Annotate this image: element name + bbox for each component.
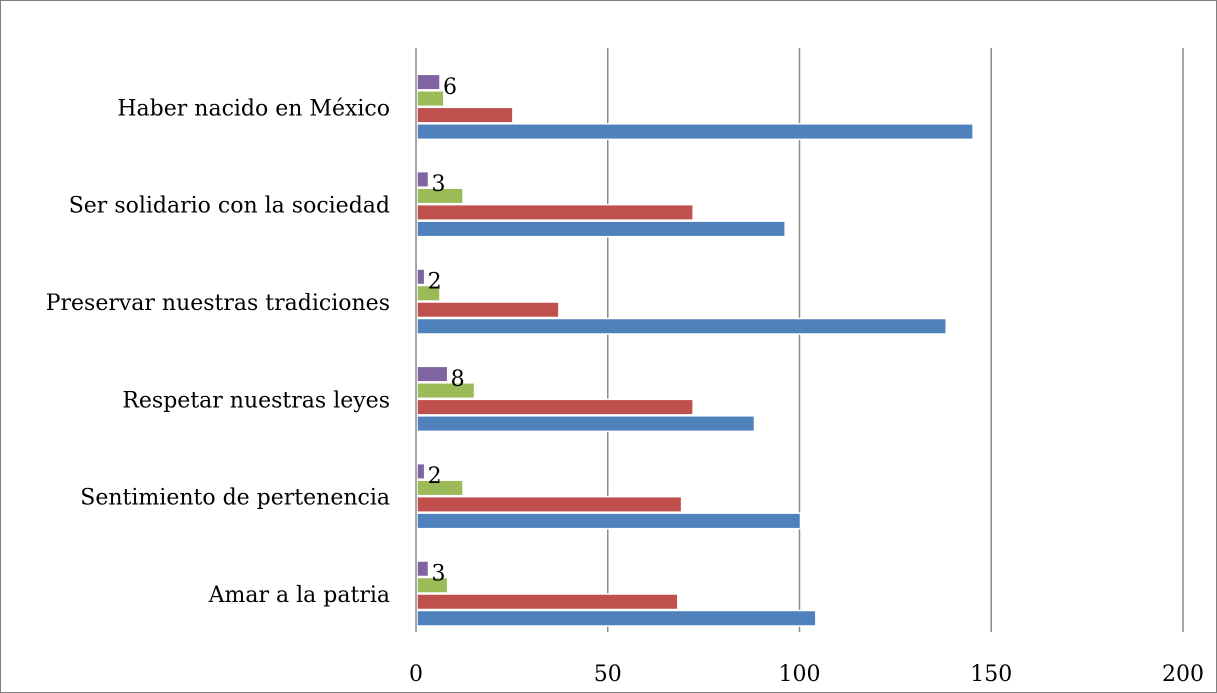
bar-series-4 [416,560,430,578]
bar-series-4 [416,268,426,286]
grid-lines [607,48,1184,632]
bar-series-1 [416,220,786,238]
x-tick-label: 50 [594,662,622,687]
bar-series-2 [416,495,683,513]
bar-series-3 [416,479,464,497]
bar-series-2 [416,398,694,416]
bar-series-4 [416,462,426,480]
category-label: Sentimiento de pertenencia [80,486,390,511]
bar-series-2 [416,106,514,124]
data-labels: 3 2 8 2 3 6 [428,75,465,587]
x-tick-label: 100 [779,662,821,687]
bar-series-2 [416,593,679,611]
x-tick-label: 150 [970,662,1012,687]
category-label: Respetar nuestras leyes [122,388,390,413]
bar-series-1 [416,609,817,627]
category-labels: Amar a la patria Sentimiento de pertenen… [46,96,390,608]
category-label: Preservar nuestras tradiciones [46,291,390,316]
bar-series-1 [416,123,974,141]
category-label: Haber nacido en México [117,96,390,121]
bar-series-2 [416,203,694,221]
bar-series-4 [416,365,449,383]
bar-series-4 [416,73,441,91]
data-label: 3 [432,172,446,197]
bar-series-1 [416,512,802,530]
bar-series-3 [416,90,445,108]
bar-series-3 [416,576,449,594]
bar-series-2 [416,301,560,319]
x-tick-label: 200 [1162,662,1204,687]
bar-series-4 [416,170,430,188]
data-label: 2 [428,270,442,295]
bar-series-1 [416,317,947,335]
bar-series-3 [416,284,441,302]
category-label: Amar a la patria [208,583,390,608]
x-tick-labels: 0 50 100 150 200 [409,662,1204,687]
category-label: Ser solidario con la sociedad [69,194,390,219]
data-label: 8 [451,367,465,392]
data-label: 6 [443,75,457,100]
bar-series-3 [416,187,464,205]
bars [416,73,974,627]
data-label: 3 [432,562,446,587]
data-label: 2 [428,464,442,489]
bar-series-1 [416,415,756,433]
x-tick-label: 0 [409,662,423,687]
bar-series-3 [416,382,476,400]
